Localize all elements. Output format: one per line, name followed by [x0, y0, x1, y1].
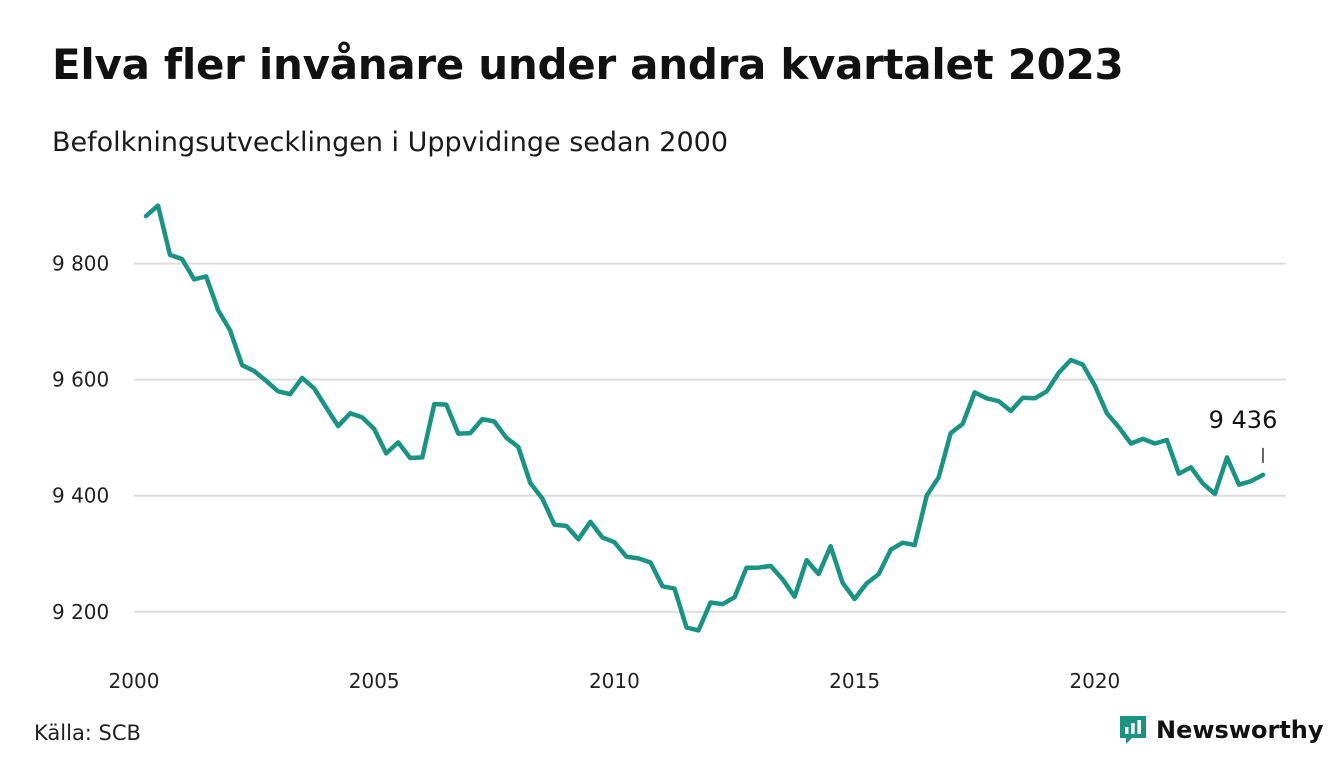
newsworthy-logo-icon: [1120, 716, 1146, 744]
x-tick-label: 2010: [589, 669, 640, 693]
x-tick-label: 2020: [1069, 669, 1120, 693]
y-tick-label: 9 800: [52, 252, 109, 276]
series-layer: [143, 203, 1266, 633]
x-tick-label: 2015: [829, 669, 880, 693]
chart-title: Elva fler invånare under andra kvartalet…: [52, 40, 1124, 89]
y-tick-label: 9 600: [52, 368, 109, 392]
series-line: [143, 203, 1266, 633]
y-axis-ticks: 9 200 9 400 9 600 9 800: [52, 252, 109, 624]
chart-subtitle: Befolkningsutvecklingen i Uppvidinge sed…: [52, 127, 729, 158]
x-tick-label: 2000: [109, 669, 160, 693]
annotation-layer: 9 436: [1209, 406, 1278, 463]
brand-name: Newsworthy: [1156, 716, 1324, 744]
last-value-label: 9 436: [1209, 406, 1278, 434]
brand-logo[interactable]: Newsworthy: [1118, 714, 1324, 746]
source-note: Källa: SCB: [34, 721, 141, 745]
grid-lines: [134, 262, 1286, 613]
x-tick-label: 2005: [349, 669, 400, 693]
y-tick-label: 9 200: [52, 600, 109, 624]
y-tick-label: 9 400: [52, 484, 109, 508]
x-axis-ticks: 2000 2005 2010 2015 2020: [109, 669, 1121, 693]
